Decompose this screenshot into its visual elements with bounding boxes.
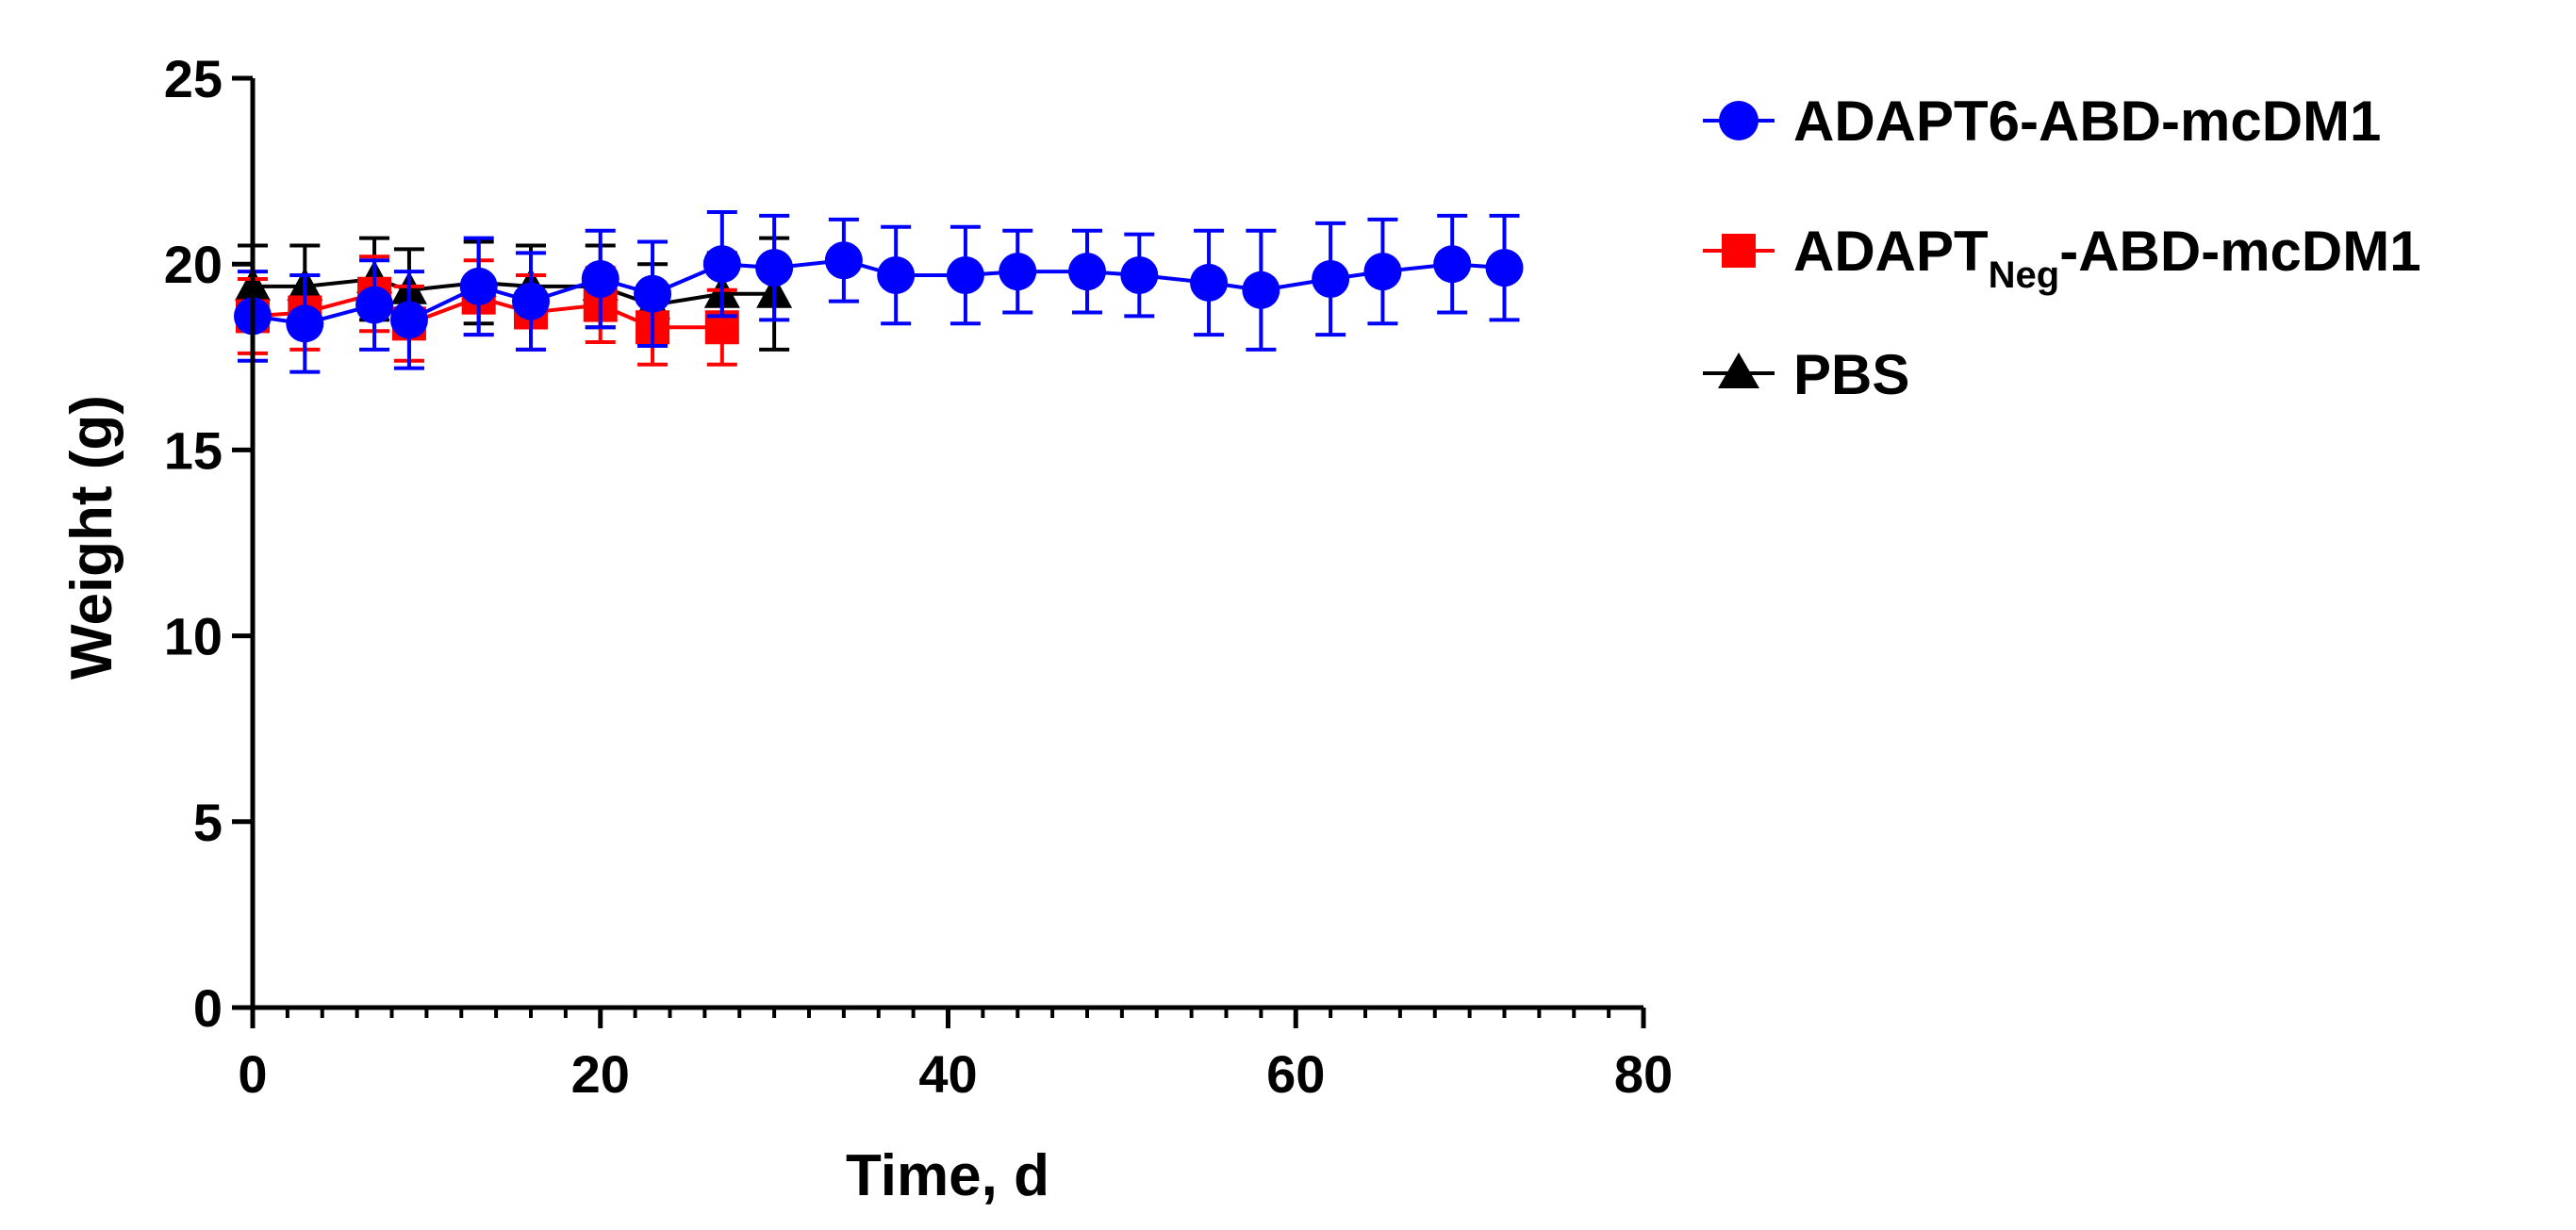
legend-label-adaptneg-main: ADAPT xyxy=(1793,220,1989,283)
legend-item-adaptneg: ADAPTNeg-ABD-mcDM1 xyxy=(1703,220,2421,296)
x-tick-label: 40 xyxy=(918,1044,977,1104)
data-point xyxy=(1363,253,1402,291)
legend-square-marker xyxy=(1722,234,1756,268)
axes xyxy=(250,78,1643,1010)
x-tick-label: 20 xyxy=(571,1044,630,1104)
plot-area xyxy=(234,209,1524,374)
data-point xyxy=(1485,249,1524,287)
x-tick-label: 80 xyxy=(1614,1044,1673,1104)
y-tick-label: 10 xyxy=(164,607,223,666)
x-tick-label: 0 xyxy=(238,1044,267,1104)
legend-label-adapt6: ADAPT6-ABD-mcDM1 xyxy=(1793,90,2381,153)
legend-item-adapt6: ADAPT6-ABD-mcDM1 xyxy=(1703,90,2381,153)
data-point xyxy=(459,267,498,305)
tick-marks xyxy=(232,75,1646,1028)
data-point xyxy=(389,301,428,339)
data-point xyxy=(877,256,916,295)
data-point xyxy=(755,249,794,287)
x-axis-title: Time, d xyxy=(846,1143,1049,1208)
data-point xyxy=(581,259,619,298)
legend-label-pbs: PBS xyxy=(1793,343,1909,406)
series-0 xyxy=(234,209,1524,374)
legend: ADAPT6-ABD-mcDM1 ADAPTNeg-ABD-mcDM1 PBS xyxy=(1703,90,2421,406)
legend-label-adaptneg-sub: Neg xyxy=(1989,254,2060,296)
tick-labels: 0 5 10 15 20 25 0 20 40 60 80 xyxy=(164,49,1673,1104)
data-point xyxy=(1120,256,1159,295)
data-point xyxy=(512,282,550,320)
data-point xyxy=(286,304,324,343)
series-line xyxy=(252,258,1505,326)
data-point xyxy=(824,241,863,280)
legend-circle-marker xyxy=(1719,101,1759,140)
y-axis-title: Weight (g) xyxy=(59,395,124,680)
data-point xyxy=(702,245,741,284)
legend-label-adaptneg-rest: -ABD-mcDM1 xyxy=(2059,220,2420,283)
data-point xyxy=(1190,263,1229,302)
y-tick-label: 20 xyxy=(164,235,223,294)
data-point xyxy=(946,256,984,295)
y-tick-label: 15 xyxy=(164,420,223,480)
data-point xyxy=(1068,253,1106,291)
y-tick-label: 5 xyxy=(193,793,223,852)
data-point xyxy=(355,286,394,324)
legend-label-adaptneg: ADAPTNeg-ABD-mcDM1 xyxy=(1793,220,2421,296)
data-point xyxy=(634,274,672,313)
data-point xyxy=(1433,245,1472,284)
data-point xyxy=(1312,259,1350,298)
x-tick-label: 60 xyxy=(1266,1044,1325,1104)
series-line xyxy=(253,276,775,307)
data-point xyxy=(1242,271,1280,309)
y-tick-label: 25 xyxy=(164,49,223,108)
data-point xyxy=(999,253,1037,291)
legend-triangle-marker xyxy=(1718,353,1759,388)
legend-item-pbs: PBS xyxy=(1703,343,1909,406)
y-tick-label: 0 xyxy=(193,978,223,1038)
